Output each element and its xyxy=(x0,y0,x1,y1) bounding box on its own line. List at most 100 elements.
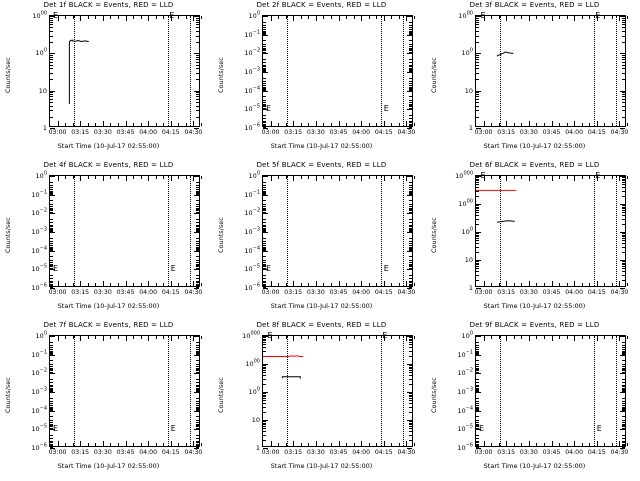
x-tick-mark xyxy=(383,336,385,341)
y-minor-tick-mark xyxy=(409,96,412,98)
panel-title: Det 7f BLACK = Events, RED = LLD xyxy=(43,321,174,329)
y-minor-tick-mark xyxy=(50,287,53,289)
y-minor-tick-mark xyxy=(622,421,625,423)
y-minor-tick-mark xyxy=(263,280,266,282)
y-minor-tick-mark xyxy=(50,403,53,405)
y-minor-tick-mark xyxy=(50,249,53,251)
y-axis-label: Counts/sec xyxy=(430,217,438,253)
y-tick-label: 10−4 xyxy=(244,85,260,95)
x-minor-tick-mark xyxy=(611,176,613,179)
panel-title: Det 3f BLACK = Events, RED = LLD xyxy=(469,1,600,9)
x-tick-mark xyxy=(102,336,104,341)
y-minor-tick-mark xyxy=(476,271,479,273)
y-minor-tick-mark xyxy=(263,422,266,424)
y-minor-tick-mark xyxy=(196,416,199,418)
y-tick-label: 10−2 xyxy=(457,367,473,378)
y-tick-mark xyxy=(407,288,412,289)
x-tick-label: 03:45 xyxy=(116,289,135,296)
x-tick-label: 03:00 xyxy=(261,129,280,136)
y-tick-mark xyxy=(194,53,199,55)
y-minor-tick-mark xyxy=(409,51,412,53)
y-minor-tick-mark xyxy=(263,40,266,42)
y-minor-tick-mark xyxy=(196,405,199,407)
y-minor-tick-mark xyxy=(196,390,199,392)
y-minor-tick-mark xyxy=(50,17,53,19)
y-minor-tick-mark xyxy=(196,19,199,21)
x-minor-tick-mark xyxy=(65,336,67,339)
y-minor-tick-mark xyxy=(622,391,625,393)
y-tick-label: 10−5 xyxy=(31,263,47,274)
x-tick-mark xyxy=(596,16,598,21)
y-minor-tick-mark xyxy=(476,21,479,23)
x-tick-label: 03:00 xyxy=(48,449,67,456)
event-marker: E xyxy=(479,424,485,434)
x-minor-tick-mark xyxy=(513,283,515,286)
y-minor-tick-mark xyxy=(622,434,625,436)
x-tick-mark xyxy=(574,176,576,181)
x-minor-tick-mark xyxy=(110,283,112,286)
x-tick-mark xyxy=(338,16,340,21)
x-tick-mark xyxy=(102,16,104,21)
y-minor-tick-mark xyxy=(50,351,53,353)
x-minor-tick-mark xyxy=(163,283,165,286)
y-minor-tick-mark xyxy=(476,94,479,96)
y-minor-tick-mark xyxy=(50,246,53,248)
y-tick-mark xyxy=(263,392,268,393)
y-minor-tick-mark xyxy=(263,246,266,248)
x-tick-label: 03:30 xyxy=(93,289,112,296)
x-tick-mark xyxy=(102,121,104,126)
y-axis-label: Counts/sec xyxy=(217,377,225,413)
y-minor-tick-mark xyxy=(196,96,199,98)
x-tick-mark xyxy=(361,336,363,341)
y-minor-tick-mark xyxy=(476,390,479,392)
y-minor-tick-mark xyxy=(196,283,199,285)
y-minor-tick-mark xyxy=(50,56,53,58)
x-tick-mark xyxy=(483,281,485,286)
x-tick-mark xyxy=(528,336,530,341)
y-minor-tick-mark xyxy=(263,207,266,209)
y-minor-tick-mark xyxy=(409,120,412,122)
y-minor-tick-mark xyxy=(409,378,412,380)
y-minor-tick-mark xyxy=(50,286,53,288)
x-minor-tick-mark xyxy=(140,443,142,446)
x-tick-mark xyxy=(506,336,508,341)
y-minor-tick-mark xyxy=(622,105,625,107)
y-minor-tick-mark xyxy=(263,278,266,280)
y-minor-tick-mark xyxy=(263,85,266,87)
y-tick-label: 1000 xyxy=(245,358,260,368)
y-minor-tick-mark xyxy=(622,246,625,248)
x-minor-tick-mark xyxy=(513,176,515,179)
y-minor-tick-mark xyxy=(409,287,412,289)
y-minor-tick-mark xyxy=(263,66,266,68)
y-minor-tick-mark xyxy=(622,208,625,210)
x-minor-tick-mark xyxy=(110,16,112,19)
x-tick-mark xyxy=(383,121,385,126)
x-minor-tick-mark xyxy=(346,283,348,286)
y-minor-tick-mark xyxy=(409,368,412,370)
x-tick-mark xyxy=(293,336,295,341)
y-tick-label: 10−6 xyxy=(244,122,260,132)
vertical-marker-line xyxy=(190,176,192,286)
x-minor-tick-mark xyxy=(581,176,583,179)
x-tick-label: 04:00 xyxy=(352,129,371,136)
x-minor-tick-mark xyxy=(521,176,523,179)
y-minor-tick-mark xyxy=(196,351,199,353)
y-minor-tick-mark xyxy=(196,408,199,410)
y-minor-tick-mark xyxy=(622,384,625,386)
y-tick-mark xyxy=(194,194,199,196)
x-tick-label: 03:45 xyxy=(329,449,348,456)
y-minor-tick-mark xyxy=(622,236,625,238)
y-axis-label: Counts/sec xyxy=(430,57,438,93)
y-minor-tick-mark xyxy=(196,64,199,66)
x-minor-tick-mark xyxy=(589,16,591,19)
y-tick-label: 1 xyxy=(468,123,473,132)
y-minor-tick-mark xyxy=(409,40,412,42)
x-minor-tick-mark xyxy=(498,283,500,286)
y-minor-tick-mark xyxy=(622,187,625,189)
y-tick-mark xyxy=(407,392,412,393)
y-minor-tick-mark xyxy=(622,72,625,74)
y-minor-tick-mark xyxy=(196,427,199,429)
y-minor-tick-mark xyxy=(622,378,625,380)
y-minor-tick-mark xyxy=(409,205,412,207)
